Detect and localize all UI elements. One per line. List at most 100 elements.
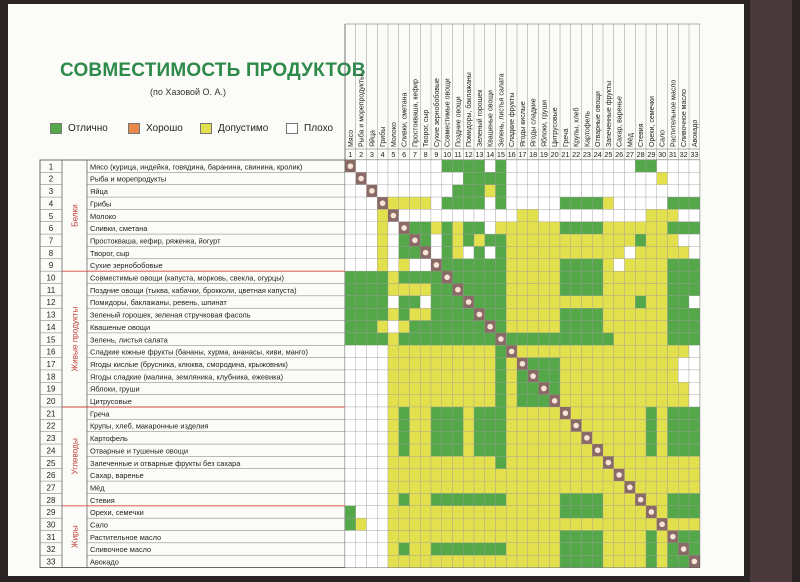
matrix-cell <box>495 406 507 420</box>
matrix-cell <box>538 517 550 531</box>
matrix-cell <box>387 332 399 346</box>
matrix-cell <box>506 542 518 556</box>
matrix-cell <box>387 283 399 297</box>
column-label: Сало <box>660 130 667 147</box>
matrix-cell <box>667 196 679 210</box>
matrix-cell <box>387 493 399 506</box>
matrix-cell <box>409 530 421 544</box>
matrix-cell <box>581 394 593 408</box>
matrix-cell <box>430 555 442 568</box>
matrix-cell <box>549 172 561 185</box>
matrix-cell <box>602 431 614 445</box>
matrix-cell <box>549 468 561 482</box>
matrix-cell <box>613 505 625 519</box>
matrix-cell <box>377 270 389 284</box>
matrix-cell <box>527 258 539 272</box>
matrix-cell <box>527 320 539 334</box>
matrix-cell <box>506 159 518 173</box>
matrix-cell <box>645 209 657 222</box>
matrix-cell <box>409 209 421 222</box>
matrix-cell <box>452 345 464 358</box>
matrix-cell <box>355 505 367 519</box>
matrix-cell <box>355 320 367 334</box>
matrix-cell <box>409 406 421 420</box>
column-number: 20 <box>551 150 559 159</box>
matrix-cell <box>602 159 614 173</box>
matrix-cell <box>473 172 485 185</box>
matrix-cell <box>570 283 582 297</box>
matrix-cell <box>430 308 442 321</box>
matrix-cell <box>635 382 647 395</box>
matrix-cell <box>656 480 668 494</box>
matrix-cell <box>624 555 636 568</box>
matrix-cell <box>678 295 690 309</box>
matrix-cell <box>549 480 561 494</box>
matrix-cell <box>570 480 582 494</box>
matrix-cell <box>484 196 496 210</box>
column-label: Сахар, варенье <box>617 96 624 147</box>
matrix-cell <box>602 308 614 321</box>
matrix-cell <box>527 493 539 506</box>
matrix-cell <box>516 530 528 544</box>
matrix-cell <box>430 394 442 408</box>
matrix-cell <box>398 542 410 556</box>
column-label: Крупы, хлеб <box>573 107 581 147</box>
legend-bad: Плохо <box>286 123 333 134</box>
page-title: СОВМЕСТИМОСТЬ ПРОДУКТОВ <box>60 60 366 81</box>
matrix-cell <box>581 542 593 556</box>
matrix-cell <box>549 406 561 420</box>
column-label: Ягоды сладкие <box>531 98 538 147</box>
diagonal-dot <box>369 188 375 194</box>
matrix-cell <box>581 493 593 506</box>
matrix-cell <box>656 468 668 482</box>
matrix-cell <box>441 555 453 568</box>
matrix-cell <box>366 443 378 457</box>
matrix-cell <box>430 196 442 210</box>
column-number: 10 <box>443 150 451 159</box>
matrix-cell <box>344 233 356 247</box>
matrix-cell <box>624 517 636 531</box>
diagonal-dot <box>584 435 590 441</box>
matrix-cell <box>624 283 636 297</box>
matrix-cell <box>484 258 496 272</box>
matrix-cell <box>688 443 700 457</box>
matrix-cell <box>420 221 432 235</box>
matrix-cell <box>538 443 550 457</box>
matrix-cell <box>387 530 399 544</box>
matrix-cell <box>645 221 657 235</box>
matrix-cell <box>409 320 421 334</box>
matrix-cell <box>656 505 668 519</box>
matrix-cell <box>559 530 571 544</box>
matrix-cell <box>656 172 668 185</box>
matrix-cell <box>355 233 367 247</box>
matrix-cell <box>355 357 367 371</box>
matrix-cell <box>506 394 518 408</box>
matrix-cell <box>441 308 453 321</box>
column-label: Орехи, семечки <box>649 96 656 147</box>
matrix-cell <box>452 320 464 334</box>
matrix-cell <box>527 517 539 531</box>
matrix-cell <box>473 196 485 210</box>
matrix-cell <box>420 369 432 383</box>
diagonal-dot <box>659 521 665 528</box>
matrix-cell <box>624 332 636 346</box>
matrix-cell <box>344 283 356 297</box>
matrix-cell <box>656 357 668 371</box>
matrix-cell <box>463 159 475 173</box>
matrix-cell <box>667 295 679 309</box>
matrix-cell <box>495 555 507 568</box>
diagonal-dot <box>648 509 655 515</box>
matrix-cell <box>656 221 668 235</box>
matrix-cell <box>344 258 356 272</box>
matrix-cell <box>366 542 378 556</box>
matrix-cell <box>667 431 679 445</box>
matrix-cell <box>624 246 636 259</box>
matrix-cell <box>688 246 700 259</box>
column-number: 31 <box>669 150 677 159</box>
matrix-cell <box>344 270 356 284</box>
matrix-cell <box>635 542 647 556</box>
matrix-cell <box>581 184 593 198</box>
matrix-cell <box>624 431 636 445</box>
matrix-cell <box>495 295 507 309</box>
matrix-cell <box>516 406 528 420</box>
